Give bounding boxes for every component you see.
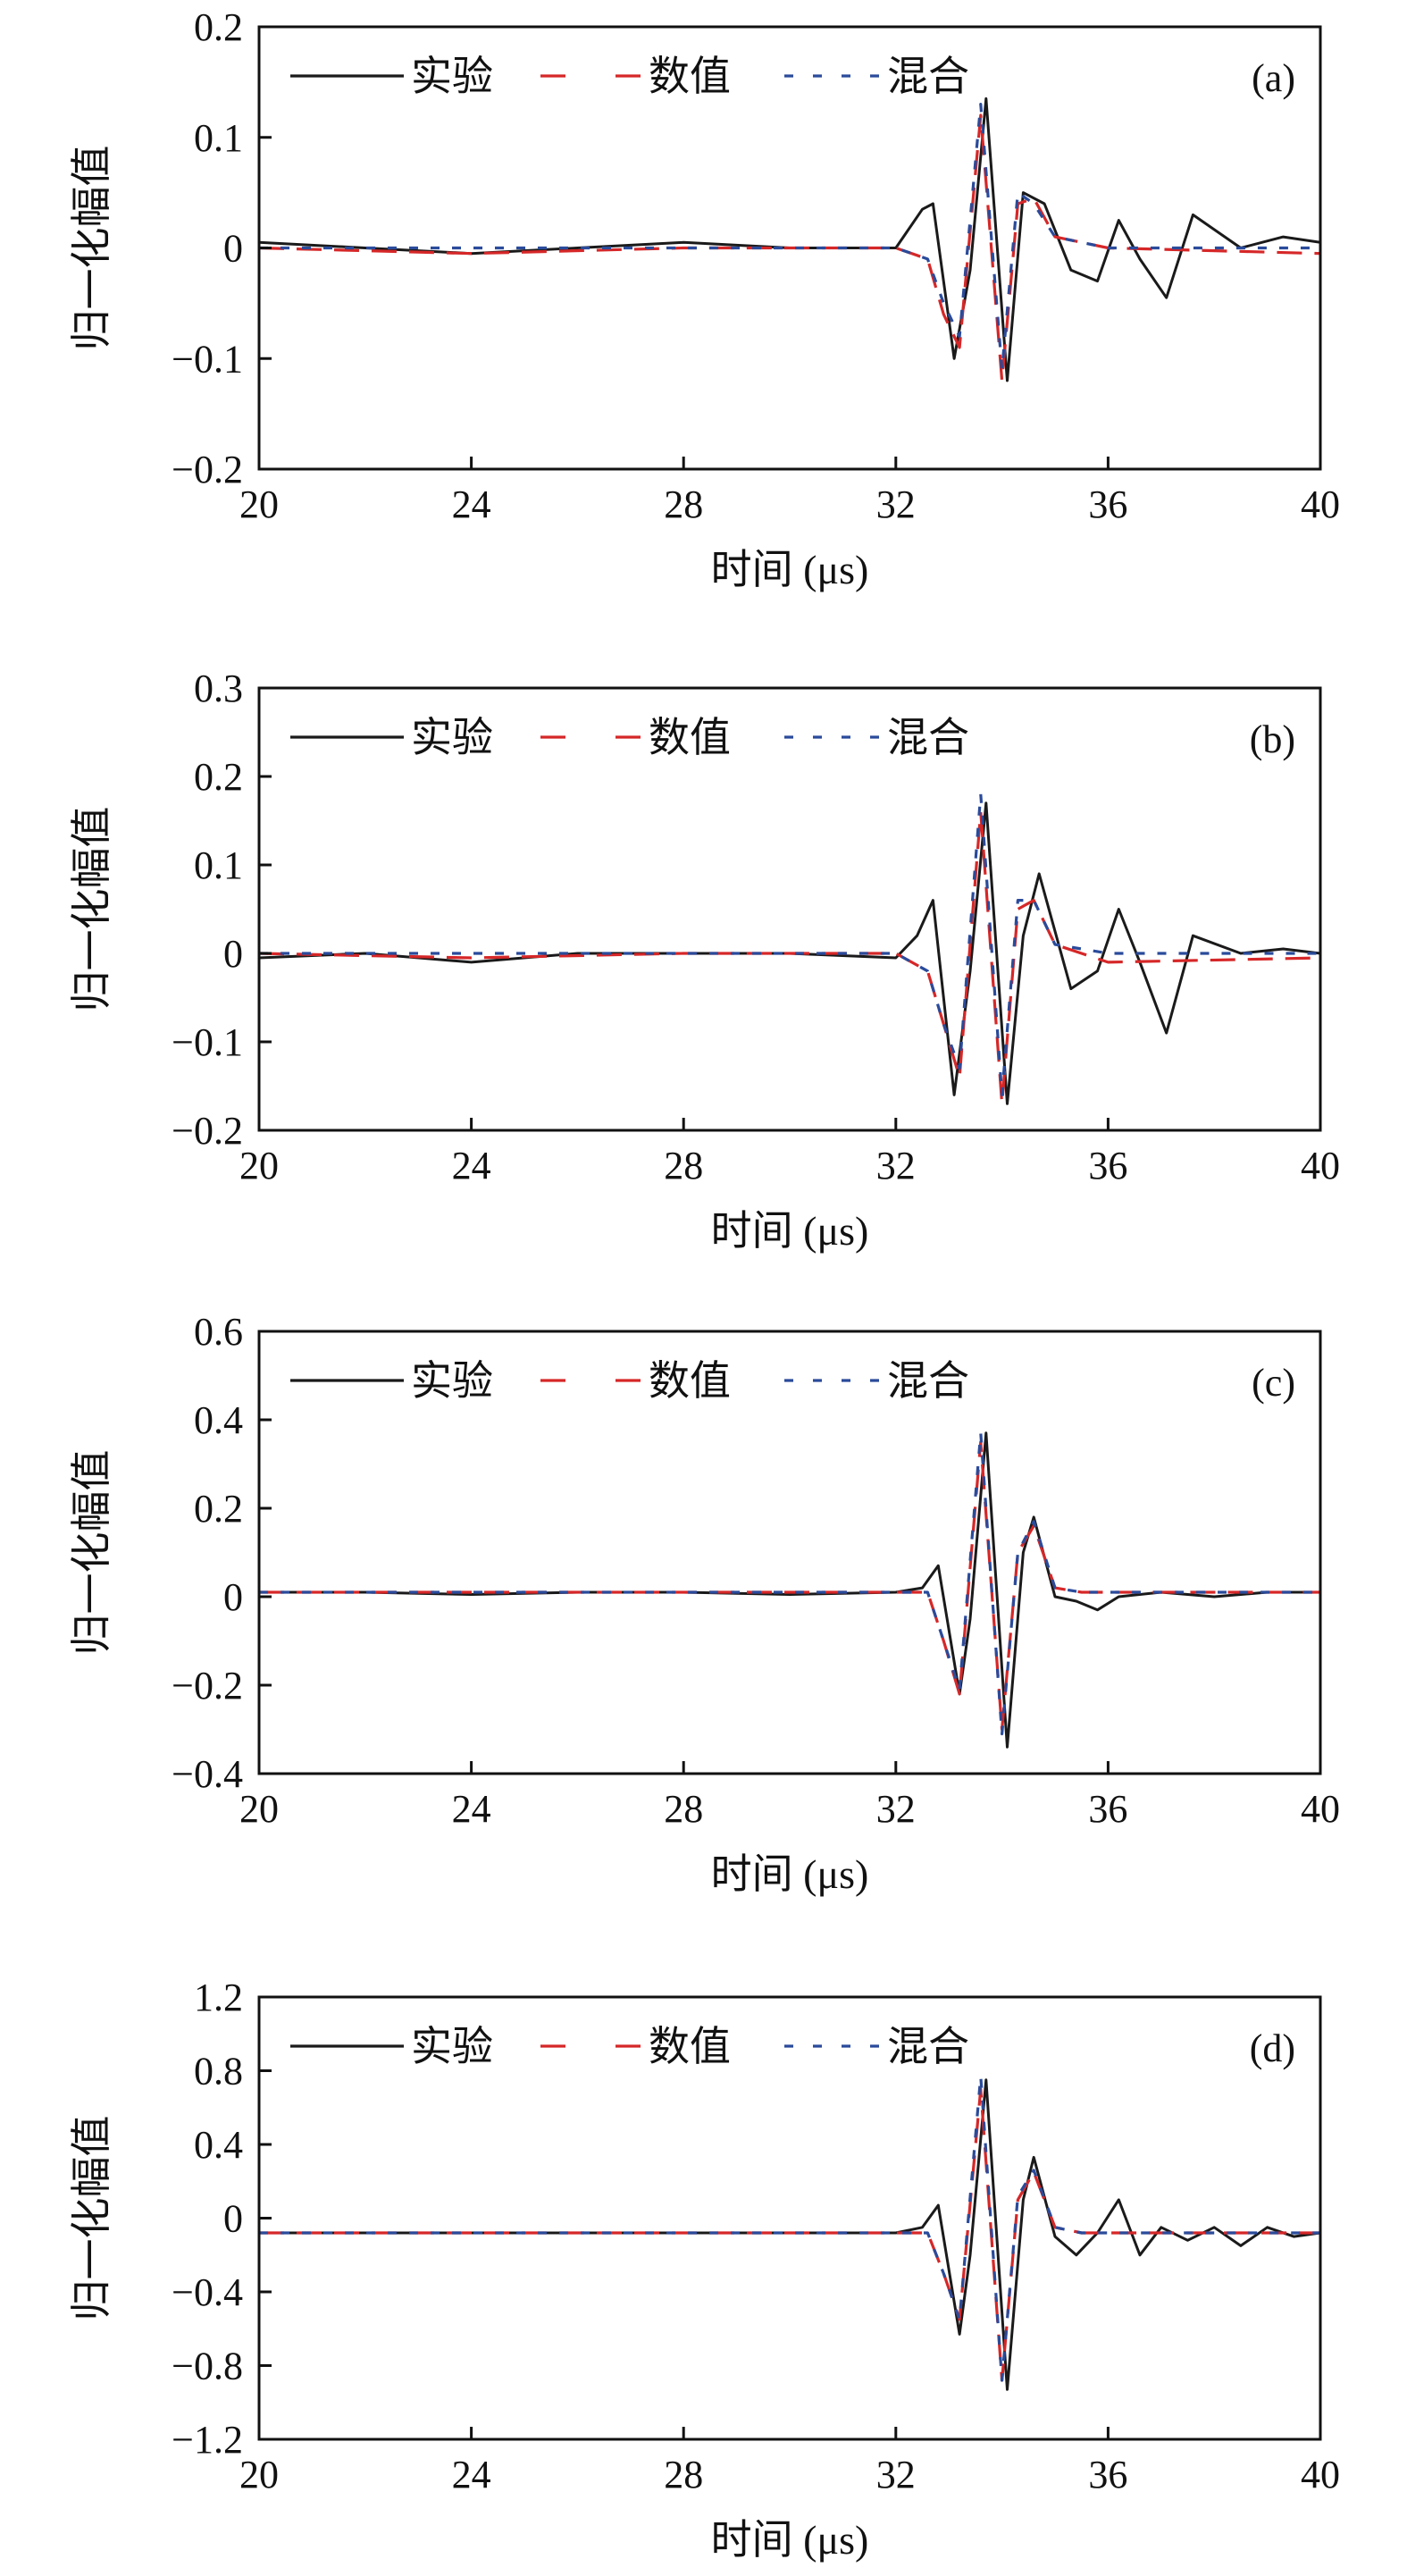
series-line-hybrid xyxy=(259,793,1320,1096)
x-tick-label: 28 xyxy=(664,1787,703,1831)
x-tick-label: 36 xyxy=(1088,2453,1127,2496)
y-tick-label: 0 xyxy=(223,2197,243,2241)
legend-label: 数值 xyxy=(649,2024,731,2069)
legend-label: 混合 xyxy=(887,2024,969,2069)
series-line-numerical xyxy=(259,113,1320,382)
x-tick-label: 40 xyxy=(1301,1144,1340,1187)
y-tick-label: −0.8 xyxy=(172,2345,243,2388)
legend-label: 实验 xyxy=(411,2024,493,2069)
x-tick-label: 20 xyxy=(239,482,279,526)
panel-label: (c) xyxy=(1252,1361,1295,1405)
legend: 实验 数值 混合 xyxy=(290,54,969,99)
x-tick-label: 28 xyxy=(664,1144,703,1187)
series-line-hybrid xyxy=(259,2075,1320,2382)
chart-panel-3: 20 24 28 32 36 40 −0.4 −0.2 0 0.2 0.4 0.6 时间 (μs) 归一化… xyxy=(69,1310,1340,1897)
y-tick-label: 0.2 xyxy=(194,1487,243,1531)
panel-label: (d) xyxy=(1250,2026,1295,2070)
x-tick-label: 36 xyxy=(1088,1144,1127,1187)
y-tick-label: 0.3 xyxy=(194,667,243,710)
y-tick-label: 0.2 xyxy=(194,755,243,799)
x-tick-label: 20 xyxy=(239,1787,279,1831)
x-tick-label: 28 xyxy=(664,482,703,526)
plot-frame xyxy=(257,686,1322,1132)
x-tick-label: 24 xyxy=(452,2453,491,2496)
legend-label: 数值 xyxy=(649,715,731,760)
x-tick-label: 32 xyxy=(876,482,916,526)
series-line-experiment xyxy=(259,2078,1320,2391)
y-tick-label: −0.4 xyxy=(172,2270,243,2314)
x-tick-label: 24 xyxy=(452,1787,491,1831)
x-tick-label: 36 xyxy=(1088,482,1127,526)
legend-label: 实验 xyxy=(411,54,493,99)
series-line-numerical xyxy=(259,810,1320,1105)
series-line-experiment xyxy=(259,1431,1320,1749)
y-tick-label: 0.1 xyxy=(194,116,243,160)
legend-label: 数值 xyxy=(649,1358,731,1404)
x-tick-label: 24 xyxy=(452,1144,491,1187)
chart-panel-4: 20 24 28 32 36 40 −1.2 −0.8 −0.4 0 0.4 0.8 1.2 时间 (μs… xyxy=(69,1976,1340,2563)
x-tick-label: 32 xyxy=(876,2453,916,2496)
y-tick-label: 0.6 xyxy=(194,1310,243,1354)
y-tick-label: −1.2 xyxy=(172,2418,243,2462)
y-tick-label: 0 xyxy=(223,932,243,976)
y-tick-label: −0.2 xyxy=(172,448,243,491)
y-tick-label: −0.4 xyxy=(172,1752,243,1796)
y-axis-title: 归一化幅值 xyxy=(69,807,114,1012)
x-tick-label: 20 xyxy=(239,2453,279,2496)
chart-panel-2: 20 24 28 32 36 40 −0.2 −0.1 0 0.1 0.2 0.3 时间 (μs) 归一化… xyxy=(69,667,1340,1254)
x-tick-label: 24 xyxy=(452,482,491,526)
series-line-experiment xyxy=(259,801,1320,1105)
x-axis-title: 时间 (μs) xyxy=(711,547,869,592)
x-axis-title: 时间 (μs) xyxy=(711,1208,869,1254)
x-tick-label: 36 xyxy=(1088,1787,1127,1831)
x-tick-label: 40 xyxy=(1301,482,1340,526)
y-tick-label: 0 xyxy=(223,227,243,271)
legend-label: 实验 xyxy=(411,715,493,760)
x-tick-label: 32 xyxy=(876,1787,916,1831)
x-tick-label: 40 xyxy=(1301,1787,1340,1831)
y-tick-label: −0.2 xyxy=(172,1109,243,1153)
x-tick-label: 40 xyxy=(1301,2453,1340,2496)
series-line-experiment xyxy=(259,96,1320,382)
y-axis-title: 归一化幅值 xyxy=(69,1450,114,1656)
y-tick-label: −0.1 xyxy=(172,337,243,381)
legend-label: 数值 xyxy=(649,54,731,99)
y-tick-label: 0.1 xyxy=(194,843,243,887)
legend-label: 混合 xyxy=(887,54,969,99)
series-line-numerical xyxy=(259,1440,1320,1732)
y-tick-label: 0.8 xyxy=(194,2050,243,2094)
series-line-numerical xyxy=(259,2087,1320,2382)
plot-frame xyxy=(257,1330,1322,1775)
panel-label: (b) xyxy=(1250,717,1295,761)
x-tick-label: 20 xyxy=(239,1144,279,1187)
y-tick-label: 0 xyxy=(223,1575,243,1619)
series-line-hybrid xyxy=(259,1431,1320,1736)
y-axis-title: 归一化幅值 xyxy=(69,146,114,351)
legend-label: 混合 xyxy=(887,715,969,760)
x-tick-label: 28 xyxy=(664,2453,703,2496)
y-tick-label: 0.2 xyxy=(194,5,243,49)
y-tick-label: 0.4 xyxy=(194,1398,243,1442)
y-tick-label: −0.1 xyxy=(172,1020,243,1064)
x-axis-title: 时间 (μs) xyxy=(711,2517,869,2563)
legend: 实验 数值 混合 xyxy=(290,1358,969,1404)
y-tick-label: 1.2 xyxy=(194,1976,243,2019)
legend-label: 混合 xyxy=(887,1358,969,1404)
chart-panel-1: 20 24 28 32 36 40 −0.2 −0.1 0 0.1 0.2 时间 (μs) 归一化幅值 实… xyxy=(69,5,1340,592)
x-tick-label: 32 xyxy=(876,1144,916,1187)
legend-label: 实验 xyxy=(411,1358,493,1404)
legend: 实验 数值 混合 xyxy=(290,715,969,760)
x-axis-title: 时间 (μs) xyxy=(711,1851,869,1897)
series-line-hybrid xyxy=(259,103,1320,372)
panel-label: (a) xyxy=(1252,56,1295,100)
y-tick-label: 0.4 xyxy=(194,2123,243,2167)
legend: 实验 数值 混合 xyxy=(290,2024,969,2069)
y-tick-label: −0.2 xyxy=(172,1664,243,1708)
y-axis-title: 归一化幅值 xyxy=(69,2116,114,2321)
